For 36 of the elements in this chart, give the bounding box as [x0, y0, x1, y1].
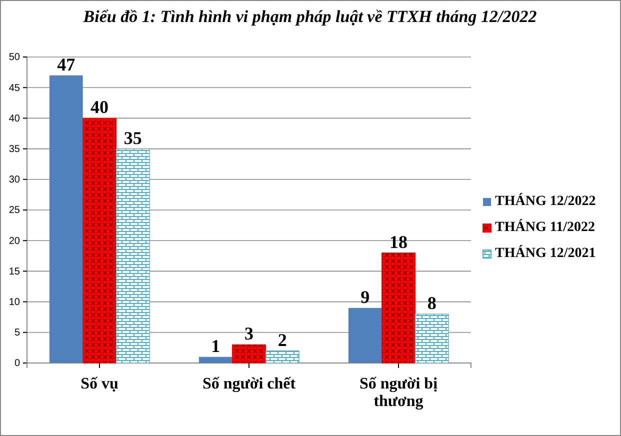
- y-tick-label: 25: [8, 205, 20, 216]
- bar: [116, 148, 150, 364]
- bar: [232, 344, 266, 364]
- y-tick-label: 20: [8, 236, 20, 247]
- chart-title: Biểu đồ 1: Tình hình vi phạm pháp luật về TTXH tháng 12/2022: [82, 7, 538, 26]
- y-tick-label: 35: [8, 144, 20, 155]
- x-tick-label: Số người bị thương: [359, 376, 438, 410]
- y-tick-label: 40: [8, 113, 20, 124]
- y-tick-label: 15: [8, 266, 20, 278]
- data-label: 40: [90, 97, 109, 118]
- y-tick-label: 30: [8, 174, 20, 186]
- data-label: 18: [389, 232, 408, 252]
- y-tick-label: 5: [14, 328, 20, 339]
- data-label: 1: [211, 336, 220, 356]
- bar: [198, 356, 232, 363]
- bar: [348, 308, 382, 363]
- legend-label: THÁNG 12/2022: [495, 192, 596, 209]
- data-label: 3: [244, 324, 254, 344]
- bar: [414, 314, 449, 364]
- y-tick-label: 45: [8, 82, 20, 94]
- x-tick-label: Số vụ: [80, 376, 119, 393]
- data-label: 47: [57, 54, 76, 74]
- bar: [49, 75, 83, 363]
- bar: [82, 118, 116, 364]
- legend-label: THÁNG 11/2022: [495, 218, 595, 235]
- bar: [382, 252, 416, 364]
- data-label: 2: [278, 330, 287, 350]
- data-label: 9: [360, 286, 370, 307]
- legend-label: THÁNG 12/2021: [495, 244, 596, 261]
- x-tick-label: Số người chết: [202, 376, 296, 393]
- data-label: 8: [427, 293, 436, 314]
- data-label: 35: [124, 128, 142, 148]
- y-tick-label: 10: [8, 297, 20, 308]
- y-tick-label: 0: [14, 358, 20, 370]
- bar: [265, 350, 300, 364]
- y-tick-label: 50: [8, 52, 20, 64]
